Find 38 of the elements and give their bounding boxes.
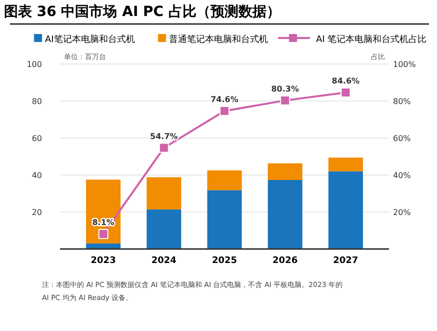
y2-tick-label: 60%	[393, 134, 412, 143]
bar	[328, 171, 363, 249]
y-tick-label: 80	[32, 97, 42, 106]
chart-title: 图表 36 中国市场 AI PC 占比（预测数据）	[4, 3, 280, 20]
bar	[268, 180, 302, 249]
point	[158, 142, 169, 153]
legend-label: AI 笔记本电脑和台式机占比	[316, 34, 427, 45]
bar	[207, 190, 242, 249]
bar	[86, 180, 121, 244]
y-tick-label: 60	[32, 134, 42, 143]
y-tick-label: 20	[32, 208, 42, 217]
data-label: 54.7%	[150, 132, 178, 141]
x-tick-label: 2027	[333, 256, 358, 266]
data-label: 84.6%	[332, 76, 360, 86]
y2-tick-label: 20%	[393, 208, 412, 217]
y-tick-label: 40	[32, 171, 42, 180]
point	[280, 95, 290, 106]
y2-tick-label: 100%	[393, 60, 416, 69]
legend-label: 普通笔记本电脑和台式机	[169, 34, 268, 45]
x-tick-label: 2025	[212, 256, 238, 266]
bar	[146, 209, 182, 249]
data-label: 80.3%	[271, 84, 299, 94]
bar	[207, 170, 242, 190]
bar	[328, 158, 363, 172]
y2-tick-label: 80%	[393, 97, 412, 106]
legend-label: AI笔记本电脑和台式机	[45, 34, 135, 45]
x-tick-label: 2026	[272, 256, 298, 266]
point	[98, 229, 108, 240]
y2-tick-label: 40%	[393, 171, 412, 180]
bar	[86, 243, 121, 249]
point	[220, 106, 230, 116]
point	[340, 87, 351, 98]
bar	[268, 163, 302, 180]
x-tick-label: 2024	[151, 256, 176, 266]
y-tick-label: 100	[26, 60, 42, 69]
data-label: 74.6%	[210, 94, 238, 104]
bar	[146, 177, 182, 210]
x-tick-label: 2023	[90, 256, 116, 266]
